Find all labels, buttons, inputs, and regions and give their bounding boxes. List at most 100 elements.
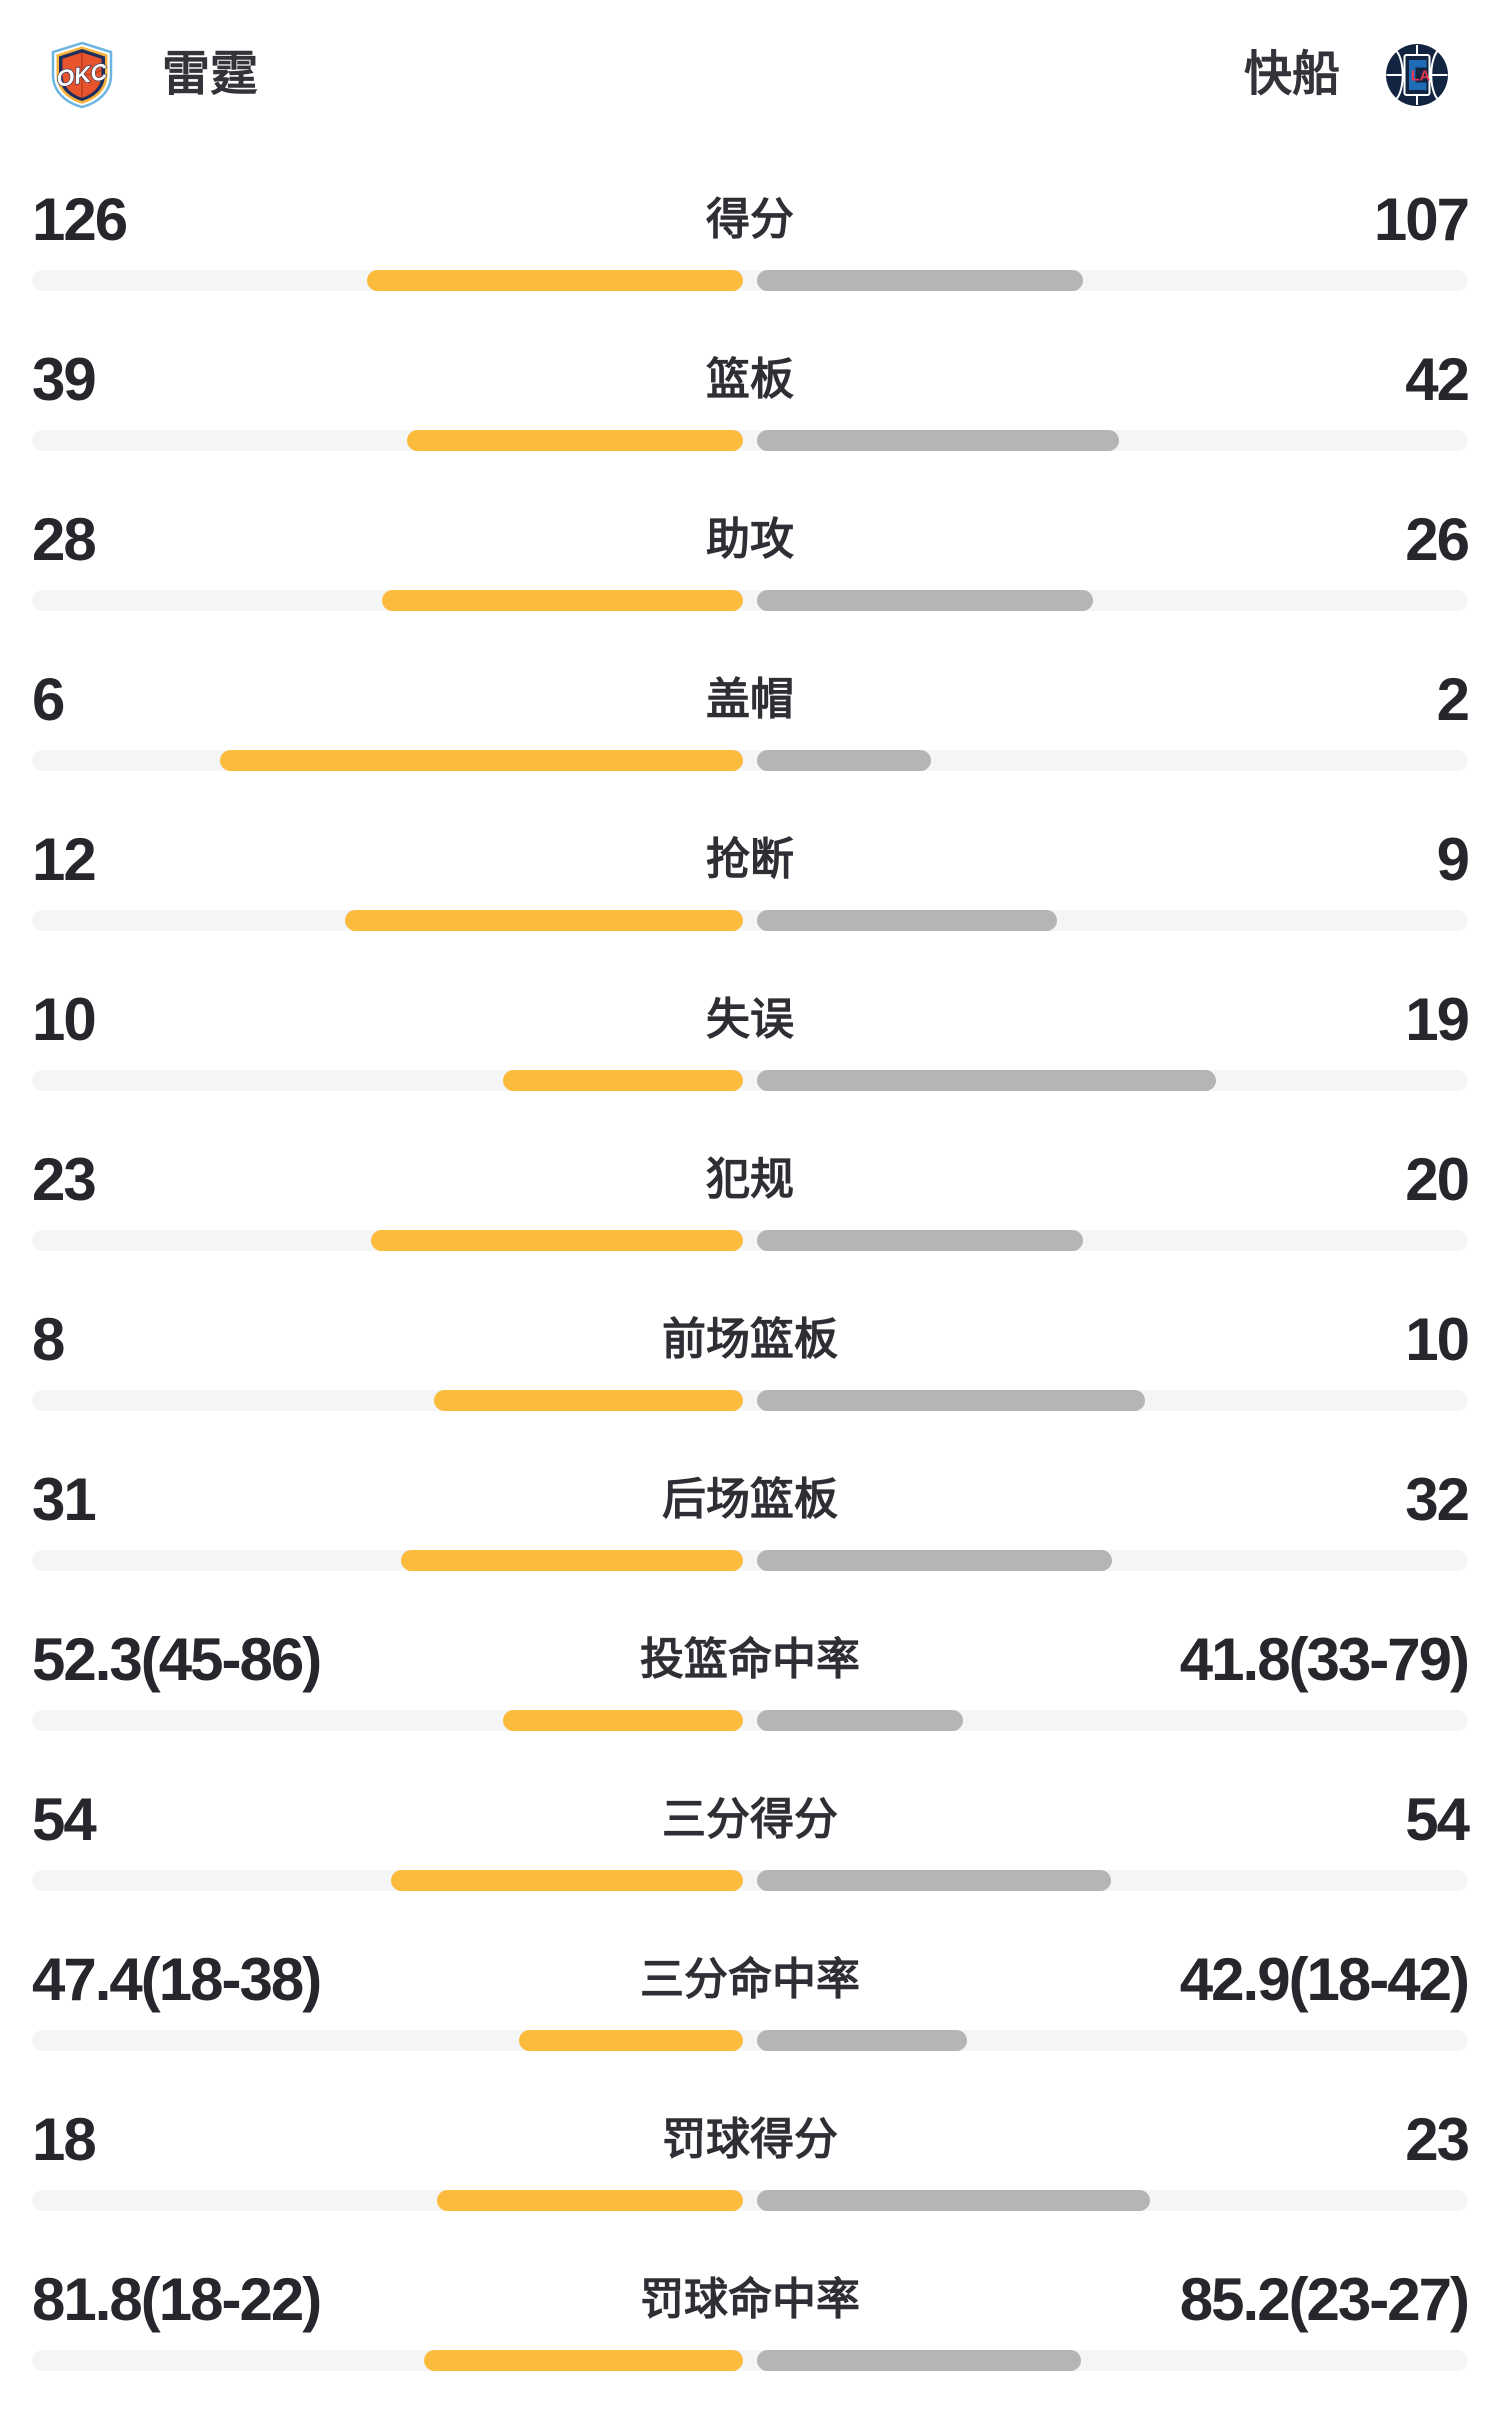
right-team-stat-value: 41.8(33-79) <box>1179 1626 1470 1693</box>
left-team-stat-value: 54 <box>32 1786 97 1853</box>
left-team-stat-value: 52.3(45-86) <box>32 1626 322 1693</box>
right-team-stat-value: 9 <box>1436 826 1470 893</box>
right-team-bar <box>757 1710 964 1731</box>
left-team-stat-value: 12 <box>32 826 97 893</box>
left-team-bar <box>366 270 743 291</box>
stat-bar-track <box>32 2030 1468 2051</box>
right-team-bar <box>757 1230 1083 1251</box>
left-team-stat-value: 126 <box>32 186 128 253</box>
stat-bar-track <box>32 750 1468 771</box>
left-team-bar <box>371 1230 743 1251</box>
left-team-bar <box>401 1550 743 1571</box>
stat-bar-track <box>32 2190 1468 2211</box>
stat-label: 罚球命中率 <box>640 2275 860 2324</box>
stat-label: 三分得分 <box>662 1795 838 1844</box>
right-team-bar <box>757 2350 1081 2371</box>
stat-row-points: 126 得分 107 <box>0 178 1500 338</box>
left-team-bar <box>519 2030 743 2051</box>
stat-bar-track <box>32 1390 1468 1411</box>
left-team-bar <box>391 1870 743 1891</box>
left-team-bar <box>437 2190 743 2211</box>
stat-bar-track <box>32 1230 1468 1251</box>
left-team-stat-value: 8 <box>32 1306 65 1373</box>
stat-row-three-point-pct: 47.4(18-38) 三分命中率 42.9(18-42) <box>0 1938 1500 2098</box>
left-team-stat-value: 28 <box>32 506 97 573</box>
left-team-bar <box>433 1390 743 1411</box>
right-team-stat-value: 32 <box>1405 1466 1470 1533</box>
stat-bar-track <box>32 910 1468 931</box>
left-team-stat-value: 81.8(18-22) <box>32 2266 322 2333</box>
stat-row-free-throw-pct: 81.8(18-22) 罚球命中率 85.2(23-27) <box>0 2258 1500 2418</box>
stat-bar-track <box>32 2350 1468 2371</box>
stat-label: 罚球得分 <box>662 2115 838 2164</box>
stat-row-blocks: 6 盖帽 2 <box>0 658 1500 818</box>
stat-row-assists: 28 助攻 26 <box>0 498 1500 658</box>
stat-label: 犯规 <box>706 1155 794 1204</box>
right-team-bar <box>757 1870 1112 1891</box>
stat-bar-track <box>32 590 1468 611</box>
stat-label: 得分 <box>706 195 794 244</box>
stat-bar-track <box>32 1710 1468 1731</box>
right-team-stat-value: 20 <box>1405 1146 1470 1213</box>
stat-row-fouls: 23 犯规 20 <box>0 1138 1500 1298</box>
stat-bar-track <box>32 1870 1468 1891</box>
stat-bar-track <box>32 1070 1468 1091</box>
right-team-stat-value: 19 <box>1405 986 1470 1053</box>
right-team-bar <box>757 430 1119 451</box>
stat-label: 抢断 <box>706 835 794 884</box>
right-team-name: 快船 <box>1243 48 1340 101</box>
left-team-bar <box>503 1070 743 1091</box>
stat-bar-track <box>32 270 1468 291</box>
left-team-stat-value: 6 <box>32 666 65 733</box>
stat-label: 投篮命中率 <box>640 1635 860 1684</box>
stat-row-offensive-rebounds: 8 前场篮板 10 <box>0 1298 1500 1458</box>
stat-label: 前场篮板 <box>662 1315 838 1364</box>
stat-label: 盖帽 <box>706 675 794 724</box>
stat-bar-track <box>32 430 1468 451</box>
stat-bar-track <box>32 1550 1468 1571</box>
la-clippers-logo: LA <box>1384 42 1450 108</box>
left-team-stat-value: 31 <box>32 1466 97 1533</box>
right-team-header: 快船 LA <box>1244 39 1450 111</box>
stat-row-three-point-points: 54 三分得分 54 <box>0 1778 1500 1938</box>
right-team-bar <box>757 2190 1151 2211</box>
right-team-stat-value: 23 <box>1405 2106 1470 2173</box>
stat-row-defensive-rebounds: 31 后场篮板 32 <box>0 1458 1500 1618</box>
left-team-bar <box>344 910 743 931</box>
right-team-stat-value: 107 <box>1373 186 1470 253</box>
matchup-header: OKC 雷霆 快船 LA <box>0 0 1500 112</box>
left-team-stat-value: 47.4(18-38) <box>32 1946 322 2013</box>
right-team-bar <box>757 750 932 771</box>
stat-label: 篮板 <box>706 355 794 404</box>
right-team-bar <box>757 590 1093 611</box>
stat-label: 三分命中率 <box>640 1955 860 2004</box>
left-team-stat-value: 23 <box>32 1146 97 1213</box>
right-team-bar <box>757 1390 1146 1411</box>
right-team-stat-value: 26 <box>1405 506 1470 573</box>
left-team-stat-value: 18 <box>32 2106 97 2173</box>
right-team-bar <box>757 1070 1217 1091</box>
right-team-stat-value: 42.9(18-42) <box>1179 1946 1470 2013</box>
left-team-bar <box>381 590 743 611</box>
left-team-header: OKC 雷霆 <box>46 39 258 111</box>
right-team-bar <box>757 1550 1112 1571</box>
right-team-stat-value: 85.2(23-27) <box>1179 2266 1470 2333</box>
left-team-bar <box>406 430 743 451</box>
left-team-bar <box>219 750 743 771</box>
right-team-stat-value: 54 <box>1405 1786 1470 1853</box>
right-team-stat-value: 10 <box>1405 1306 1470 1373</box>
stat-row-field-goal-pct: 52.3(45-86) 投篮命中率 41.8(33-79) <box>0 1618 1500 1778</box>
right-team-bar <box>757 910 1058 931</box>
stat-label: 后场篮板 <box>662 1475 838 1524</box>
right-team-bar <box>757 270 1084 291</box>
left-team-bar <box>423 2350 743 2371</box>
stat-row-rebounds: 39 篮板 42 <box>0 338 1500 498</box>
stat-label: 失误 <box>706 995 794 1044</box>
okc-thunder-logo: OKC <box>46 39 118 111</box>
left-team-name: 雷霆 <box>162 48 259 101</box>
stat-row-free-throw-points: 18 罚球得分 23 <box>0 2098 1500 2258</box>
stat-label: 助攻 <box>706 515 794 564</box>
team-stats-comparison: 126 得分 107 39 篮板 42 28 助攻 26 <box>0 178 1500 2418</box>
stat-row-steals: 12 抢断 9 <box>0 818 1500 978</box>
right-team-stat-value: 42 <box>1405 346 1470 413</box>
